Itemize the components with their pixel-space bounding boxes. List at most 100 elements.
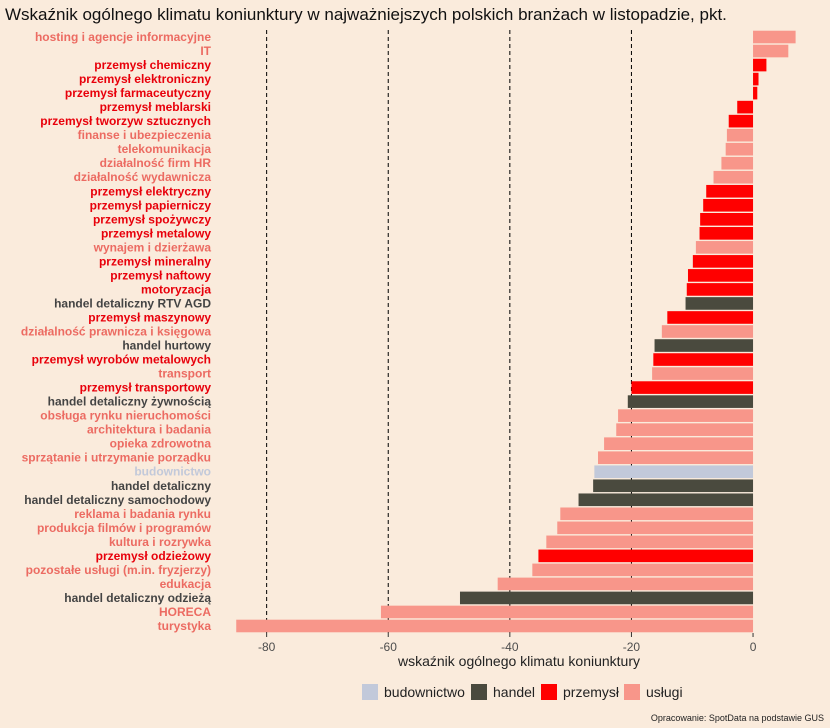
category-label: handel detaliczny żywnością	[48, 395, 212, 409]
category-label: hosting i agencje informacyjne	[35, 30, 211, 44]
bar-obsluga-rynku-nieruchomosci	[618, 409, 754, 422]
bar-pozostale-uslugi-m-in-fryzjerzy	[532, 563, 754, 577]
category-label: działalność firm HR	[100, 156, 212, 170]
category-label: przemysł odzieżowy	[96, 549, 212, 563]
bar-finanse-i-ubezpieczenia	[726, 128, 754, 142]
category-label: przemysł transportowy	[80, 381, 212, 395]
bar-przemysl-papierniczy	[703, 198, 754, 212]
category-label: HORECA	[159, 605, 211, 619]
legend-label-handel: handel	[493, 684, 535, 700]
category-label: sprzątanie i utrzymanie porządku	[22, 451, 211, 465]
bar-przemysl-elektryczny	[706, 184, 754, 198]
bar-przemysl-farmaceutyczny	[753, 86, 758, 100]
category-label: handel detaliczny odzieżą	[64, 591, 211, 605]
category-label: działalność prawnicza i księgowa	[21, 325, 211, 339]
bar-dzialalnosc-wydawnicza	[713, 170, 754, 184]
category-label: przemysł elektryczny	[90, 184, 211, 198]
category-labels: hosting i agencje informacyjneITprzemysł…	[21, 30, 212, 633]
legend-swatch-przemysl	[541, 684, 557, 700]
category-label: przemysł elektroniczny	[79, 72, 211, 86]
category-label: kultura i rozrywka	[109, 535, 211, 549]
legend-label-uslugi: usługi	[646, 684, 683, 700]
bar-dzialalnosc-firm-hr	[721, 156, 754, 170]
x-tick-label: -40	[501, 640, 519, 654]
bar-przemysl-tworzyw-sztucznych	[728, 114, 754, 128]
x-tick-label: -60	[380, 640, 398, 654]
bar-it	[753, 44, 789, 58]
bar-przemysl-chemiczny	[753, 58, 767, 72]
bar-przemysl-elektroniczny	[753, 72, 759, 86]
bar-sprzatanie-i-utrzymanie-porzadku	[598, 451, 754, 465]
bar-przemysl-maszynowy	[667, 311, 754, 324]
x-tick-label: -80	[258, 640, 276, 654]
bar-telekomunikacja	[725, 142, 754, 156]
category-label: handel detaliczny	[111, 479, 211, 493]
bar-przemysl-transportowy	[631, 381, 754, 394]
bar-przemysl-metalowy	[699, 227, 754, 240]
category-label: IT	[200, 44, 211, 58]
bar-hosting-i-agencje-informacyjne	[753, 30, 796, 44]
category-label: produkcja filmów i programów	[37, 521, 212, 535]
legend-swatch-budownictwo	[362, 684, 378, 700]
category-label: obsługa rynku nieruchomości	[40, 409, 211, 423]
bar-handel-detaliczny-zywnoscia	[627, 395, 754, 408]
bar-przemysl-odziezowy	[538, 549, 754, 563]
x-axis-label: wskaźnik ogólnego klimatu koniunktury	[397, 653, 640, 669]
bar-produkcja-filmow-i-programow	[557, 521, 754, 535]
bar-przemysl-naftowy	[687, 269, 754, 282]
bar-wynajem-i-dzierzawa	[695, 241, 754, 254]
bar-handel-detaliczny-rtv-agd	[685, 297, 754, 310]
category-label: architektura i badania	[87, 423, 211, 437]
category-label: przemysł maszynowy	[88, 310, 211, 324]
category-label: finanse i ubezpieczenia	[78, 128, 212, 142]
category-label: wynajem i dzierżawa	[93, 240, 212, 254]
category-label: turystyka	[158, 619, 212, 633]
x-axis-ticks: -80 -60 -40 -20 0	[258, 633, 757, 654]
category-label: przemysł meblarski	[100, 100, 211, 114]
bar-przemysl-wyrobow-metalowych	[653, 353, 754, 366]
bar-kultura-i-rozrywka	[546, 535, 754, 549]
bar-handel-hurtowy	[654, 339, 754, 352]
category-label: działalność wydawnicza	[74, 170, 212, 184]
legend-label-przemysl: przemysł	[563, 684, 620, 700]
category-label: telekomunikacja	[118, 142, 212, 156]
grid-lines	[266, 30, 632, 633]
bars	[236, 30, 796, 633]
bar-edukacja	[497, 577, 754, 591]
category-label: przemysł tworzyw sztucznych	[40, 114, 211, 128]
category-label: przemysł mineralny	[99, 254, 211, 268]
bar-handel-detaliczny	[593, 479, 754, 493]
category-label: przemysł papierniczy	[90, 198, 212, 212]
category-label: przemysł wyrobów metalowych	[32, 353, 211, 367]
category-label: pozostałe usługi (m.in. fryzjerzy)	[26, 563, 211, 577]
bar-handel-detaliczny-samochodowy	[578, 493, 754, 507]
category-label: edukacja	[160, 577, 212, 591]
bar-motoryzacja	[686, 283, 754, 296]
legend-label-budownictwo: budownictwo	[384, 684, 465, 700]
bar-handel-detaliczny-odzieza	[459, 591, 754, 605]
category-label: przemysł farmaceutyczny	[65, 86, 211, 100]
category-label: handel detaliczny RTV AGD	[54, 296, 211, 310]
bar-horeca	[380, 605, 754, 619]
category-label: przemysł chemiczny	[94, 58, 211, 72]
bar-turystyka	[236, 619, 754, 633]
bar-transport	[652, 367, 754, 380]
category-label: reklama i badania rynku	[74, 507, 211, 521]
category-label: przemysł metalowy	[101, 226, 211, 240]
legend: budownictwo handel przemysł usługi	[362, 684, 683, 700]
bar-przemysl-meblarski	[737, 100, 754, 114]
category-label: handel detaliczny samochodowy	[24, 493, 211, 507]
bar-reklama-i-badania-rynku	[560, 507, 754, 521]
bar-budownictwo	[594, 465, 754, 479]
x-tick-label: -20	[623, 640, 641, 654]
bar-dzialalnosc-prawnicza-i-ksiegowa	[661, 325, 754, 338]
category-label: transport	[158, 367, 211, 381]
chart-title: Wskaźnik ogólnego klimatu koniunktury w …	[5, 5, 727, 24]
source-note: Opracowanie: SpotData na podstawie GUS	[651, 713, 824, 723]
bar-przemysl-mineralny	[692, 255, 754, 268]
bar-przemysl-spozywczy	[700, 213, 754, 226]
bar-architektura-i-badania	[616, 423, 754, 436]
category-label: budownictwo	[134, 465, 211, 479]
legend-swatch-handel	[471, 684, 487, 700]
